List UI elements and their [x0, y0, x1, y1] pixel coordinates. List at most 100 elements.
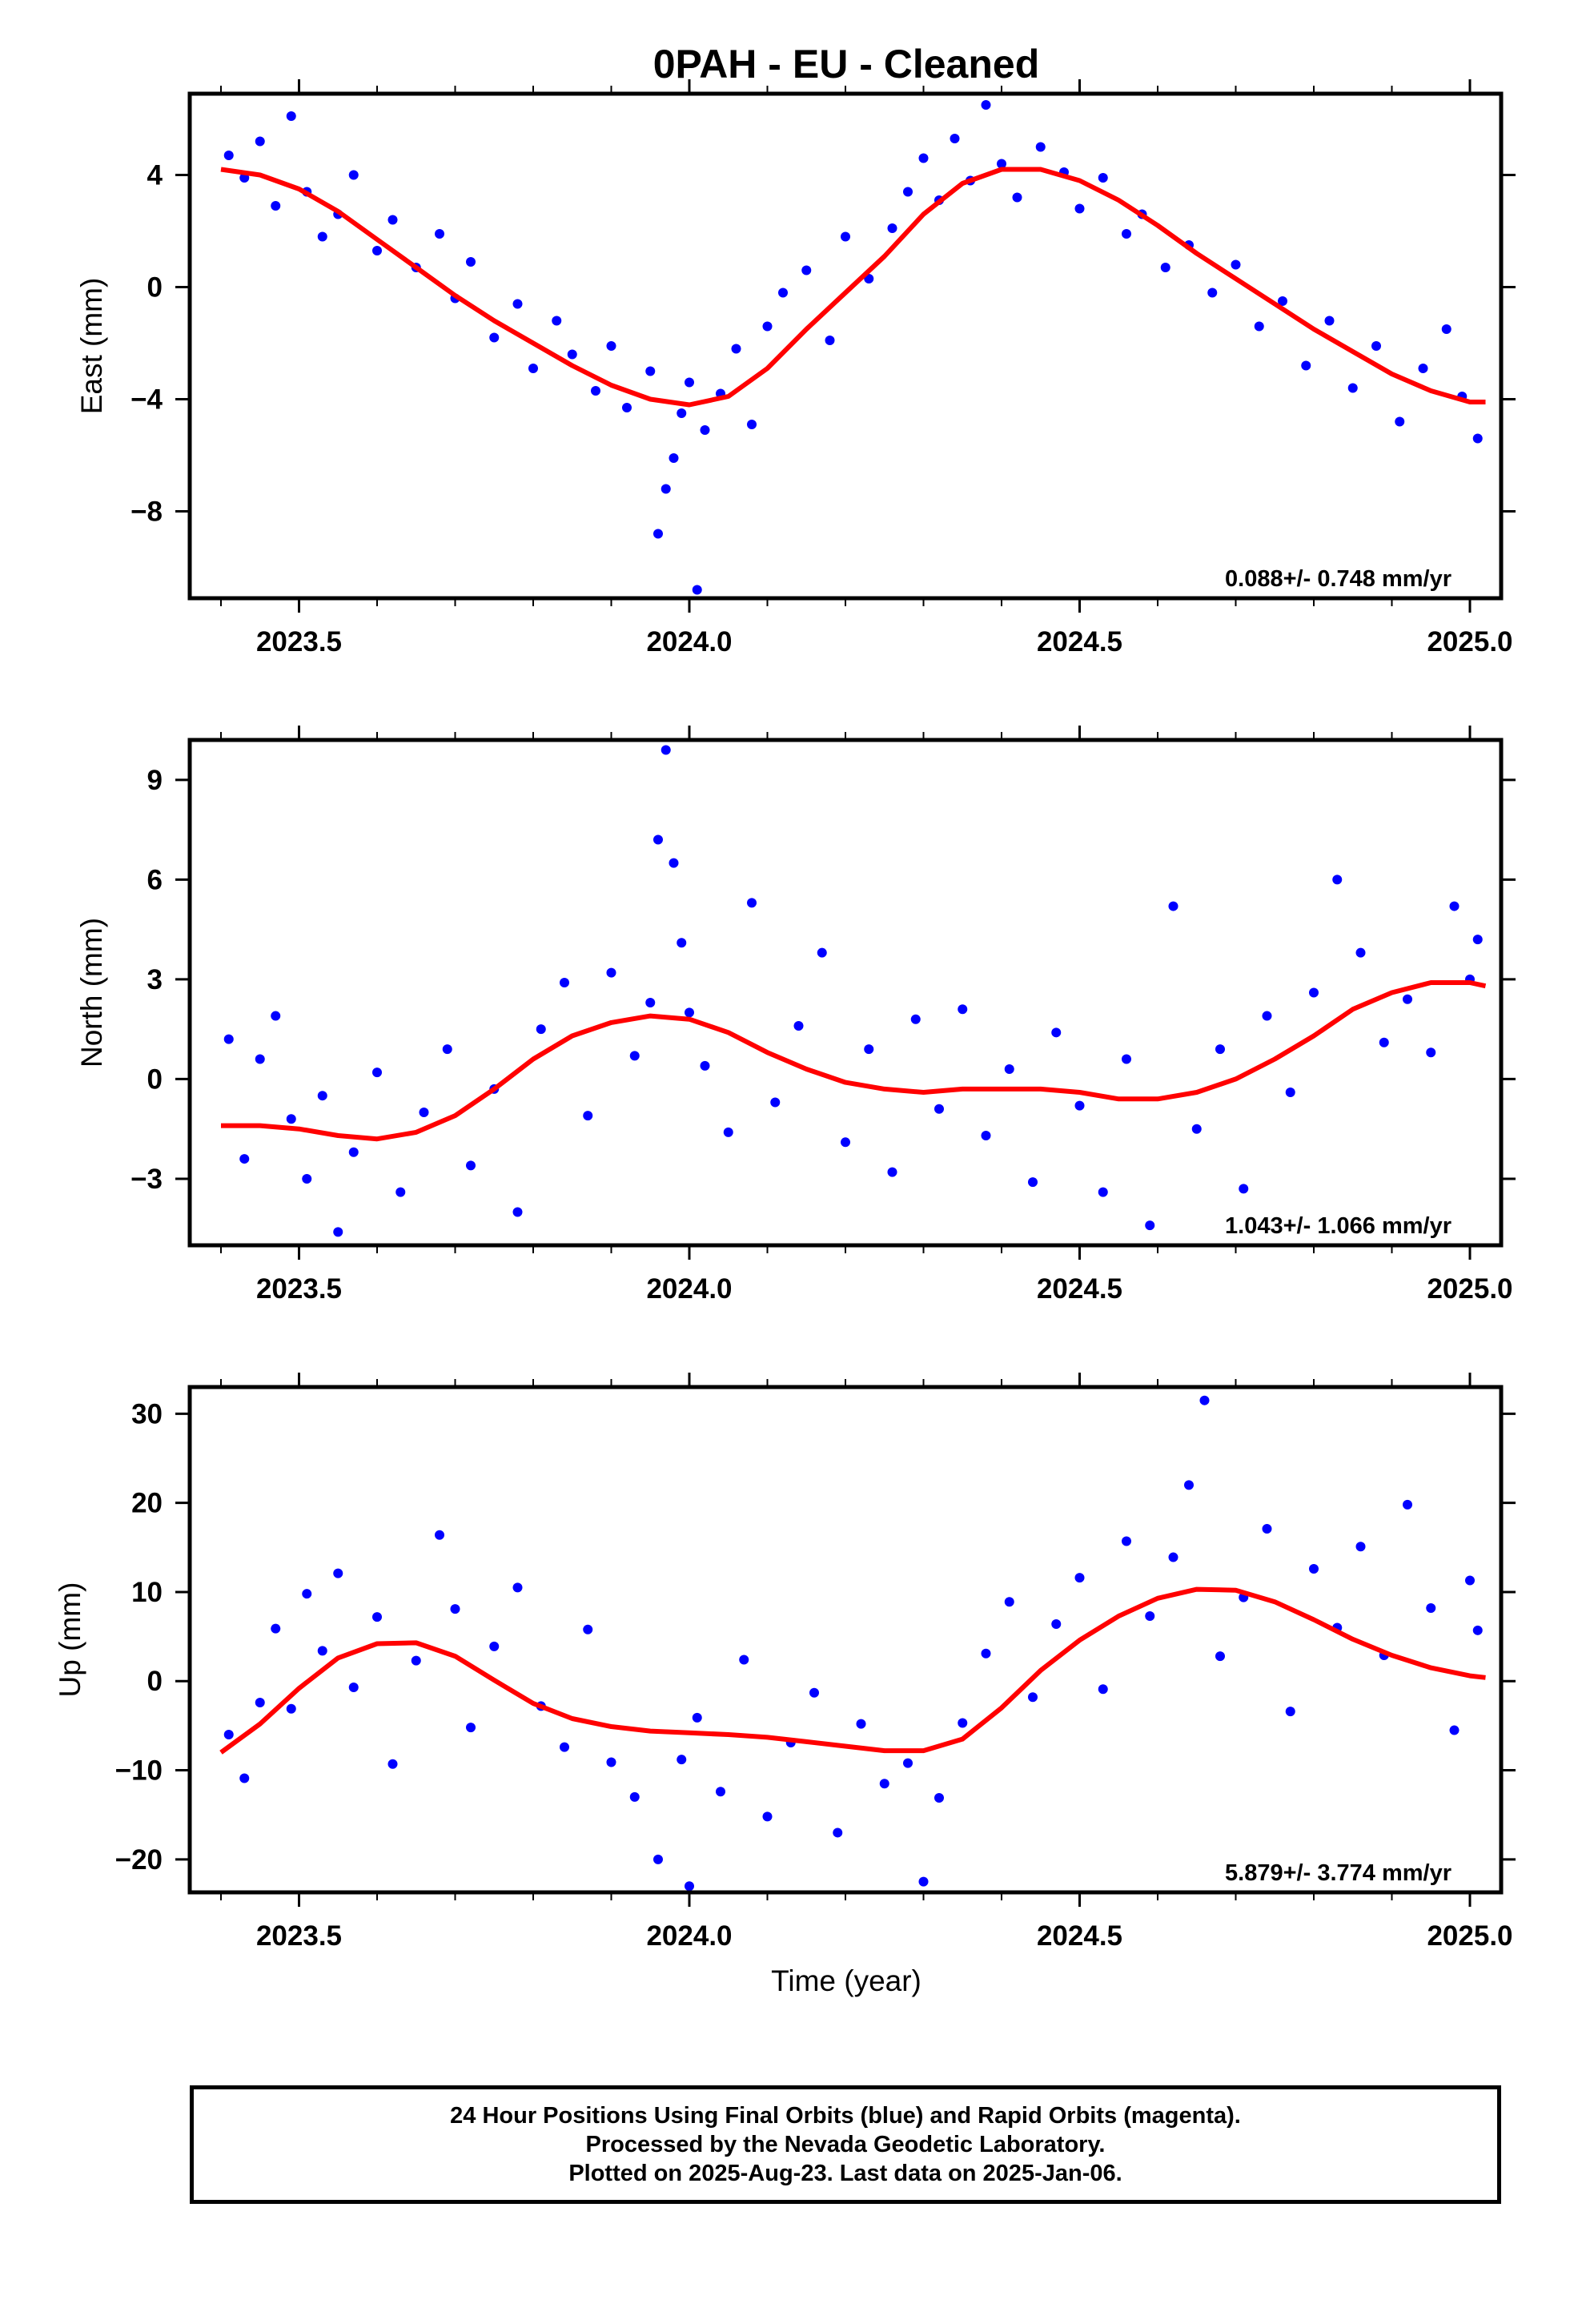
data-point	[1472, 1625, 1483, 1635]
data-point	[489, 1641, 500, 1651]
y-tick-label: 10	[131, 1577, 163, 1608]
east-rate-label: 0.088+/- 0.748 mm/yr	[1225, 566, 1452, 592]
data-point	[372, 1068, 382, 1078]
x-tick-label: 2025.0	[1427, 626, 1512, 657]
data-point	[1403, 1499, 1412, 1510]
up-y-axis-label: Up (mm)	[54, 1582, 86, 1698]
data-point	[1301, 360, 1311, 371]
data-point	[1449, 901, 1460, 911]
data-point	[560, 1742, 569, 1752]
data-point	[1254, 321, 1264, 332]
data-point	[841, 1137, 850, 1148]
y-tick-label: 0	[147, 1666, 163, 1697]
data-point	[1028, 1692, 1038, 1703]
data-point	[677, 408, 687, 418]
data-point	[1332, 875, 1343, 885]
data-point	[512, 1582, 523, 1593]
data-point	[435, 1530, 444, 1540]
data-point	[1184, 1480, 1194, 1490]
data-point	[333, 1227, 343, 1237]
footer-line-1: 24 Hour Positions Using Final Orbits (bl…	[450, 2103, 1241, 2129]
data-point	[910, 1014, 921, 1024]
data-point	[286, 1114, 296, 1124]
data-point	[1472, 433, 1483, 444]
data-point	[1347, 383, 1358, 393]
data-point	[606, 341, 616, 351]
data-point	[317, 1646, 327, 1656]
north-rate-label: 1.043+/- 1.066 mm/yr	[1225, 1213, 1452, 1239]
data-point	[348, 170, 359, 180]
data-point	[1012, 192, 1022, 203]
y-tick-label: 20	[131, 1488, 163, 1519]
data-point	[1309, 987, 1319, 998]
data-point	[934, 1793, 944, 1803]
data-point	[731, 344, 741, 354]
data-point	[466, 1160, 476, 1171]
data-point	[918, 153, 929, 163]
data-point	[903, 187, 913, 197]
data-point	[1028, 1177, 1038, 1188]
data-point	[981, 100, 991, 110]
data-point	[762, 1811, 773, 1822]
data-point	[271, 201, 281, 211]
data-point	[1191, 1124, 1202, 1134]
data-point	[1199, 1395, 1210, 1405]
data-point	[903, 1758, 913, 1768]
data-point	[1215, 1651, 1225, 1662]
data-point	[271, 1623, 281, 1634]
data-point	[1160, 263, 1170, 272]
x-axis-label: Time (year)	[771, 1964, 921, 1997]
east-data-points	[223, 100, 1483, 595]
data-point	[1098, 1684, 1108, 1695]
east-plot-frame	[187, 91, 1504, 601]
data-point	[692, 585, 702, 595]
data-point	[958, 1004, 968, 1015]
data-point	[372, 246, 382, 255]
data-point	[793, 1021, 804, 1031]
data-point	[669, 453, 679, 463]
data-point	[255, 136, 265, 147]
data-point	[629, 1791, 640, 1802]
data-point	[801, 265, 812, 275]
north-fit-line	[221, 980, 1487, 1142]
y-tick-label: −8	[130, 497, 163, 528]
data-point	[419, 1107, 429, 1117]
north-plot-frame	[187, 738, 1504, 1248]
data-point	[1098, 1187, 1108, 1197]
y-tick-label: −10	[115, 1755, 163, 1787]
data-point	[1285, 1707, 1295, 1717]
up-fit-line	[219, 1586, 1486, 1755]
data-point	[1004, 1063, 1014, 1074]
data-point	[560, 978, 569, 988]
data-point	[622, 403, 632, 412]
data-point	[685, 1007, 694, 1018]
data-point	[1262, 1011, 1272, 1021]
data-point	[606, 967, 616, 978]
data-point	[739, 1655, 749, 1665]
y-tick-label: 0	[147, 272, 163, 304]
north-panel: 2023.5 2024.0 2024.5 2025.0 9 6 3 0 −3 North (mm)…	[75, 726, 1516, 1305]
data-point	[1324, 316, 1335, 326]
panels: 2023.5 2024.0 2024.5 2025.0 4 0 −4 −8 East (mm) 0…	[54, 79, 1516, 1952]
data-point	[653, 1854, 663, 1864]
data-point	[669, 858, 679, 868]
x-tick-label: 2023.5	[256, 1273, 342, 1305]
data-point	[934, 1104, 944, 1114]
data-point	[223, 1034, 234, 1044]
data-point	[778, 287, 788, 298]
data-point	[645, 366, 656, 376]
data-point	[677, 1755, 687, 1765]
data-point	[1051, 1619, 1062, 1630]
data-point	[981, 1648, 991, 1659]
y-tick-label: 0	[147, 1063, 163, 1095]
data-point	[552, 316, 562, 326]
data-point	[512, 299, 523, 309]
data-point	[1355, 1542, 1366, 1552]
y-tick-label: 3	[147, 964, 163, 995]
data-point	[1309, 1564, 1319, 1574]
data-point	[1122, 229, 1131, 239]
data-point	[1051, 1027, 1062, 1038]
data-point	[833, 1827, 843, 1838]
data-point	[1426, 1047, 1436, 1058]
data-point	[286, 1703, 296, 1714]
